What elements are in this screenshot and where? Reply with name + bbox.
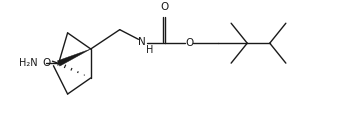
Text: H: H [146,45,153,55]
Text: N: N [138,37,146,47]
Text: O: O [161,2,169,12]
Text: O: O [43,58,51,68]
Polygon shape [57,49,91,66]
Text: O: O [185,38,193,48]
Text: H₂N: H₂N [19,58,38,68]
